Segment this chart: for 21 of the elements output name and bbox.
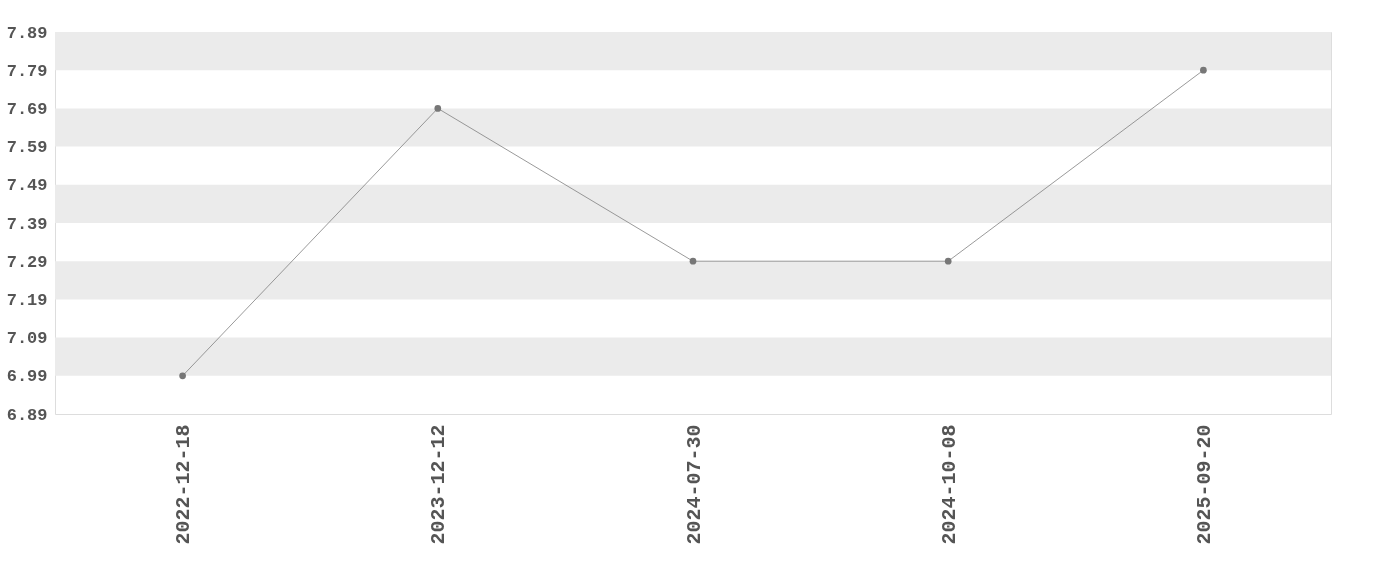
y-tick-label: 6.99 bbox=[6, 367, 48, 387]
y-tick-label: 7.79 bbox=[6, 61, 48, 81]
x-tick-label: 2024-10-08 bbox=[937, 424, 961, 545]
point bbox=[179, 372, 186, 380]
y-tick-label: 7.59 bbox=[6, 138, 48, 158]
y-tick-label: 7.89 bbox=[6, 23, 48, 43]
y-tick-label: 7.19 bbox=[6, 290, 48, 310]
point bbox=[1200, 66, 1207, 74]
x-tick-label: 2022-12-18 bbox=[172, 424, 196, 545]
y-tick-label: 7.39 bbox=[6, 214, 48, 234]
y-tick-label: 7.29 bbox=[6, 252, 48, 272]
x-tick-label: 2024-07-30 bbox=[682, 424, 706, 545]
point bbox=[689, 257, 697, 265]
y-tick-label: 7.69 bbox=[6, 99, 48, 119]
point bbox=[434, 105, 442, 112]
y-tick-label: 6.89 bbox=[6, 405, 48, 425]
y-tick-label: 7.49 bbox=[6, 176, 48, 196]
x-tick-label: 2025-09-20 bbox=[1192, 424, 1216, 545]
y-tick-label: 7.09 bbox=[6, 329, 48, 349]
point bbox=[944, 257, 952, 265]
x-tick-label: 2023-12-12 bbox=[427, 424, 451, 545]
